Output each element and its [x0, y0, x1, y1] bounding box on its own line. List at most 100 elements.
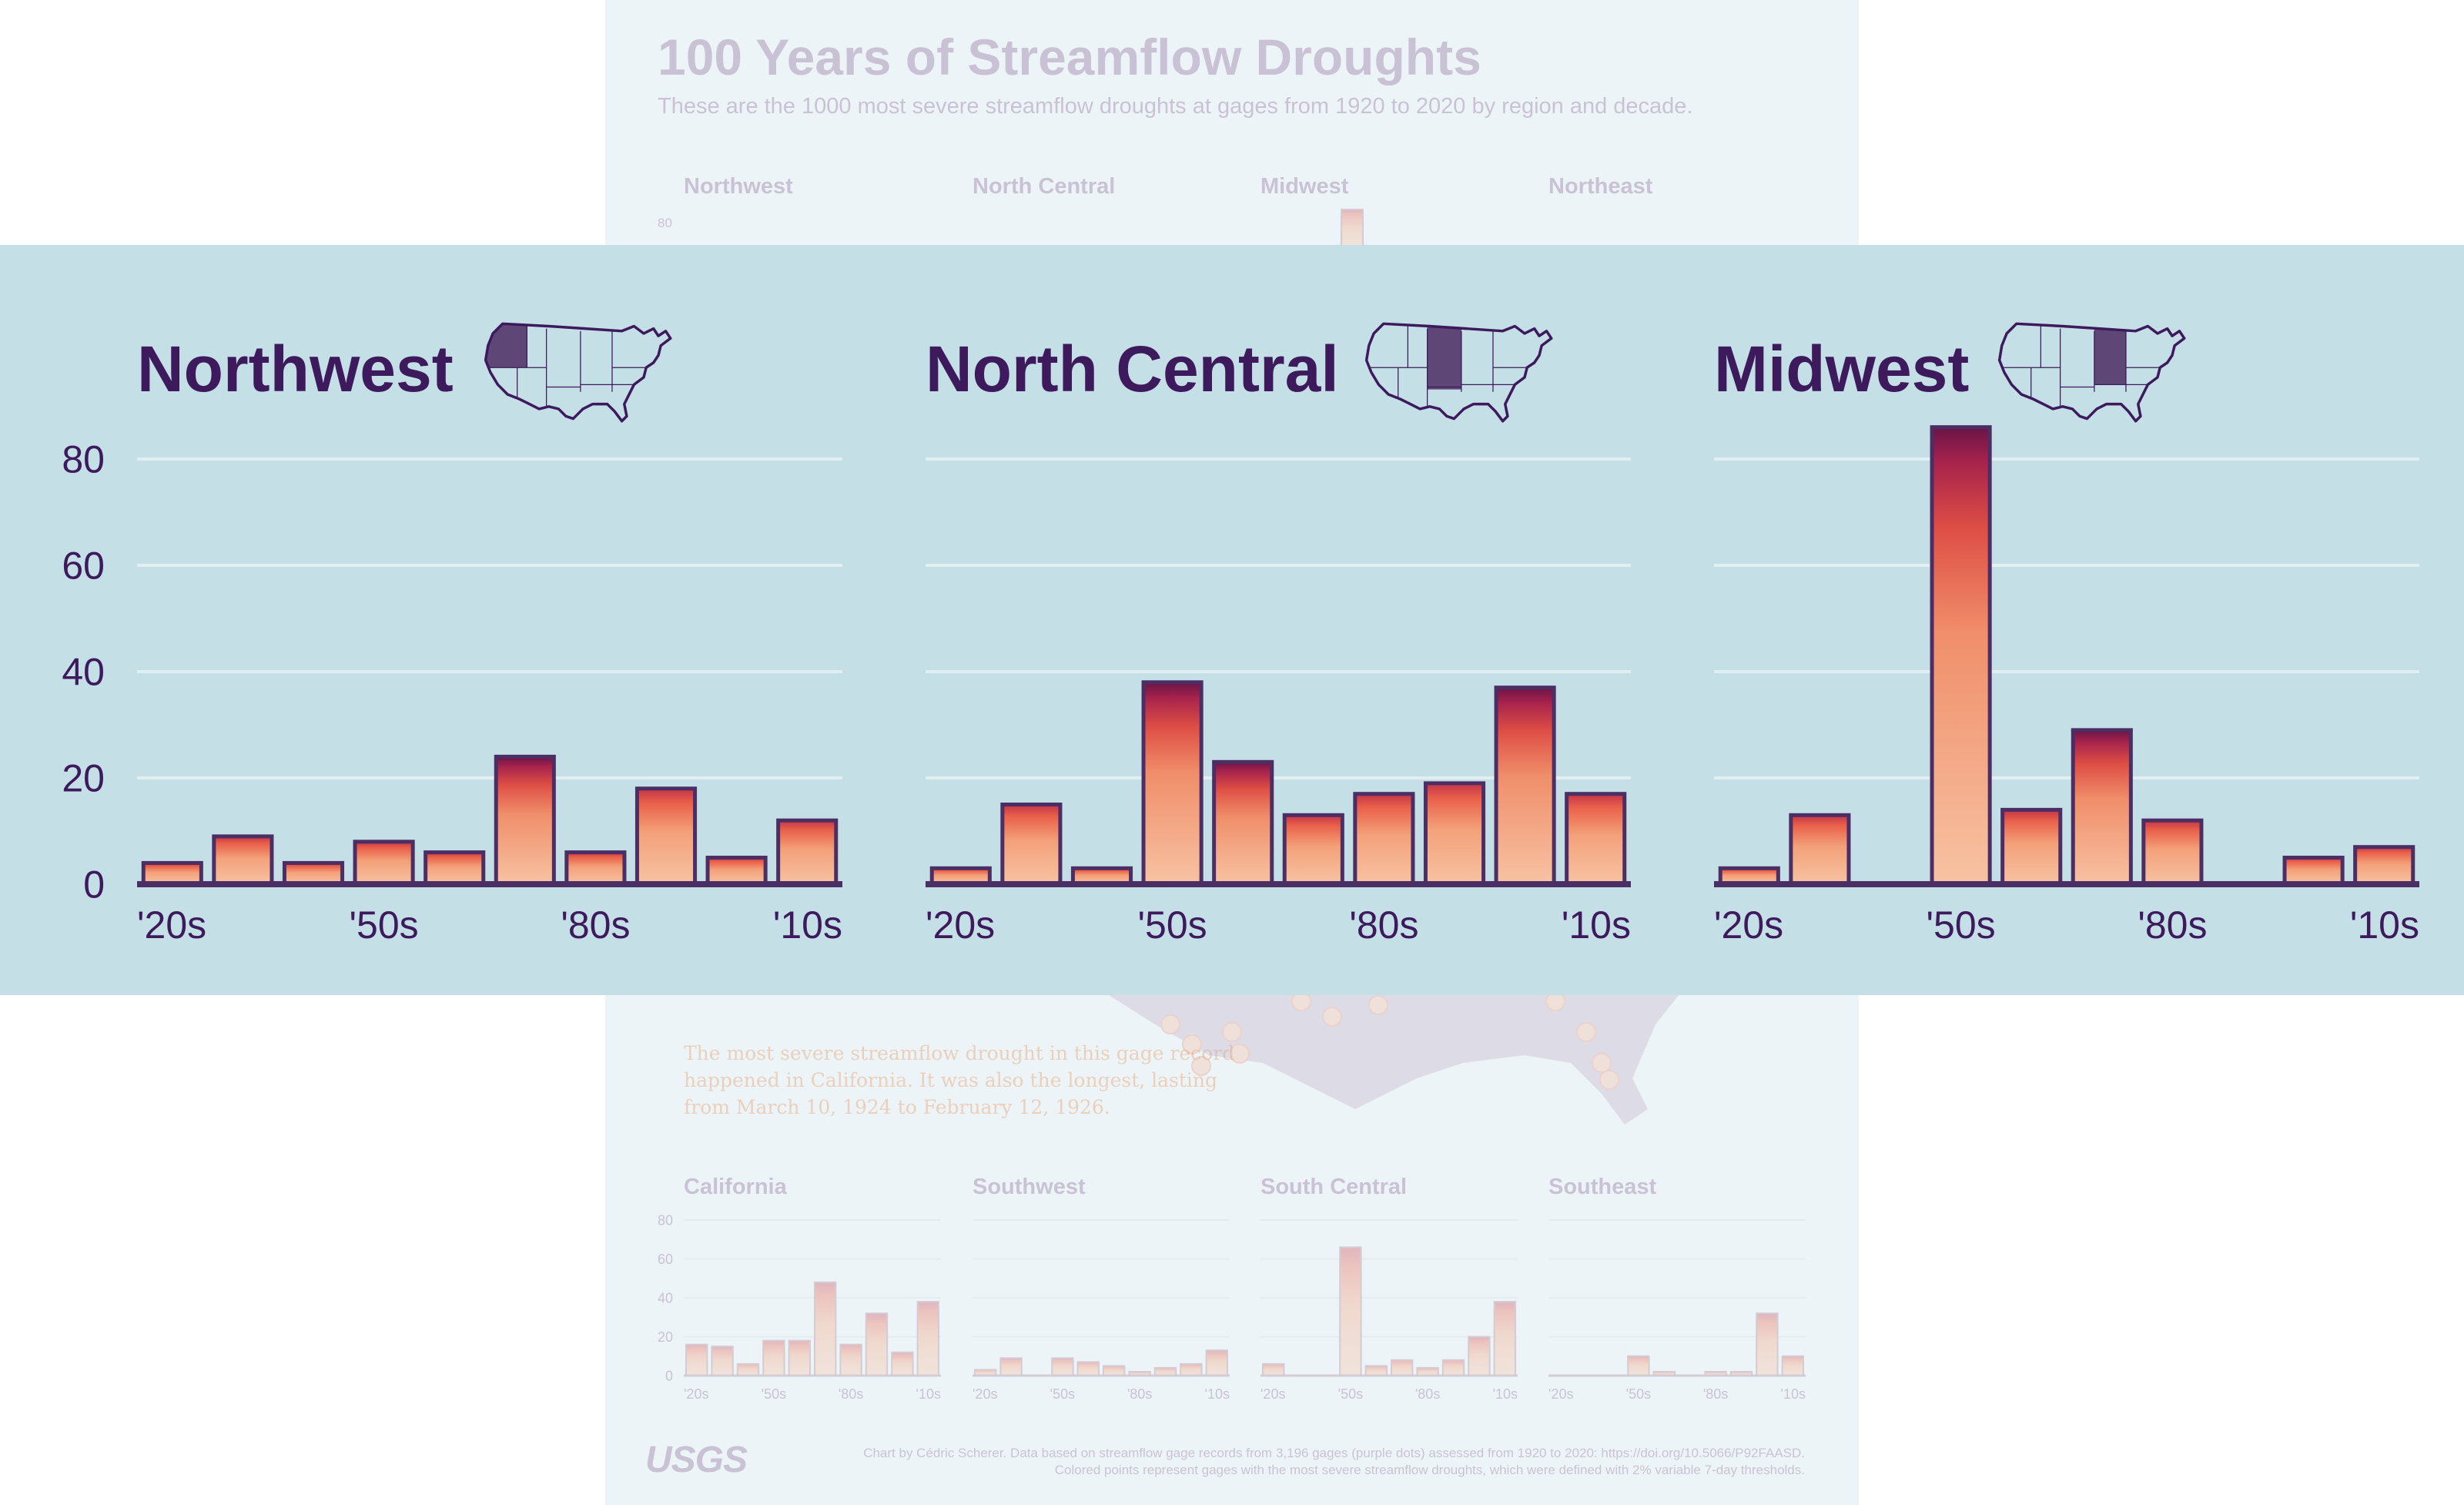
main-bar-'40s — [282, 860, 345, 887]
main-bar-'50s — [1930, 425, 1992, 887]
main-xtick-label: '80s — [1349, 903, 1418, 947]
region-map-northwest — [484, 322, 672, 423]
small-bar-'90s — [865, 1312, 889, 1376]
small-chart-3: 0 20 40 60 80 '20s '50s '80s '10s California — [658, 1175, 941, 1402]
small-midwest-top-bar — [1341, 209, 1364, 249]
small-bar-'30s — [999, 1357, 1023, 1377]
main-xtick-label: '10s — [773, 903, 842, 947]
small-xtick-label: '20s — [684, 1386, 708, 1402]
small-bar-'90s — [1729, 1370, 1753, 1376]
small-bar-'00s — [1756, 1312, 1779, 1376]
main-bar-'30s — [212, 834, 274, 887]
main-bar-'80s — [2141, 818, 2204, 887]
small-bar-'30s — [711, 1346, 734, 1376]
drought-gage-dot — [1576, 1022, 1596, 1042]
small-label-midwest: Midwest — [1260, 174, 1349, 199]
small-bar-'50s — [1051, 1357, 1074, 1377]
main-bar-'70s — [494, 754, 556, 887]
main-bar-'60s — [1212, 759, 1274, 887]
main-ytick-label: 80 — [62, 438, 105, 481]
small-bar-'10s — [1781, 1355, 1804, 1376]
main-bar-'70s — [2071, 728, 2133, 887]
poster-subtitle: These are the 1000 most severe streamflo… — [658, 94, 1693, 119]
small-bar-'50s — [762, 1339, 785, 1377]
main-bar-'10s — [2353, 845, 2415, 887]
small-chart-6: '20s '50s '80s '10s Southeast — [1548, 1175, 1806, 1402]
drought-gage-dot — [1368, 995, 1388, 1015]
drought-gage-dot — [1160, 1014, 1180, 1034]
drought-gage-dot — [1182, 1034, 1202, 1054]
small-xtick-label: '20s — [973, 1386, 997, 1402]
small-bar-'80s — [1128, 1370, 1151, 1376]
small-bar-'20s — [685, 1343, 708, 1376]
small-bar-'80s — [1416, 1366, 1439, 1377]
small-label-north-central: North Central — [973, 174, 1116, 199]
small-chart-title: Southeast — [1548, 1175, 1657, 1199]
drought-gage-dot — [1191, 1056, 1211, 1076]
small-ytick-label: 80 — [658, 1212, 673, 1228]
drought-gage-dot — [1230, 1044, 1250, 1064]
small-chart-title: South Central — [1260, 1175, 1407, 1199]
small-xtick-label: '50s — [762, 1386, 786, 1402]
drought-gage-dot — [1222, 1022, 1242, 1042]
small-bar-'50s — [1339, 1246, 1362, 1376]
small-bar-'10s — [1205, 1349, 1228, 1377]
small-bar-'00s — [891, 1351, 914, 1376]
small-ytick-80: 80 — [658, 216, 672, 230]
main-chart-title: Northwest — [137, 333, 454, 405]
main-ytick-label: 60 — [62, 545, 105, 588]
main-bar-'20s — [141, 860, 203, 887]
small-bar-'70s — [1103, 1365, 1126, 1376]
main-bar-'90s — [1423, 781, 1486, 887]
us-map-fragment — [1109, 995, 1679, 1125]
main-bar-'10s — [1565, 792, 1627, 887]
credit-line-1: Chart by Cédric Scherer. Data based on s… — [863, 1446, 1805, 1460]
poster-title: 100 Years of Streamflow Droughts — [658, 28, 1481, 85]
small-bar-'10s — [916, 1301, 939, 1377]
small-label-northeast: Northeast — [1548, 174, 1653, 199]
small-xtick-label: '10s — [916, 1386, 941, 1402]
main-bar-'80s — [564, 850, 627, 887]
usgs-logo: USGS — [645, 1440, 748, 1480]
small-bar-'60s — [1076, 1361, 1100, 1376]
small-xtick-label: '10s — [1205, 1386, 1230, 1402]
small-bar-'70s — [1391, 1359, 1414, 1377]
main-chart-0: 0 20 40 60 80 '20s '50s '80s '10s Northwest — [62, 333, 842, 947]
small-bar-'50s — [1627, 1355, 1650, 1376]
main-ytick-label: 20 — [62, 757, 105, 800]
main-xtick-label: '10s — [1562, 903, 1631, 947]
small-bar-'90s — [1153, 1366, 1177, 1377]
small-xtick-label: '10s — [1781, 1386, 1806, 1402]
main-bar-'70s — [1282, 813, 1344, 887]
main-ytick-label: 40 — [62, 651, 105, 694]
small-bar-'60s — [1364, 1365, 1388, 1376]
small-bar-'10s — [1493, 1301, 1516, 1377]
small-bar-'00s — [1180, 1363, 1203, 1376]
small-ytick-label: 20 — [658, 1329, 673, 1345]
small-bar-'40s — [736, 1363, 760, 1376]
main-bar-'00s — [2282, 856, 2345, 887]
drought-gage-dot — [1592, 1053, 1612, 1073]
main-xtick-label: '50s — [1138, 903, 1207, 947]
main-bar-'80s — [1353, 792, 1415, 887]
small-label-northwest: Northwest — [684, 174, 793, 199]
main-bar-'60s — [424, 850, 486, 887]
small-chart-title: California — [684, 1175, 788, 1199]
main-xtick-label: '80s — [2138, 903, 2207, 947]
small-ytick-label: 40 — [658, 1290, 673, 1306]
main-bar-'90s — [634, 786, 698, 887]
small-ytick-label: 60 — [658, 1252, 673, 1267]
small-bar-'20s — [974, 1369, 997, 1377]
footer-credit: Chart by Cédric Scherer. Data based on s… — [727, 1445, 1805, 1479]
small-xtick-label: '80s — [1415, 1386, 1440, 1402]
main-bar-'30s — [1000, 803, 1063, 887]
main-xtick-label: '20s — [137, 903, 206, 947]
small-xtick-label: '50s — [1050, 1386, 1075, 1402]
main-xtick-label: '10s — [2350, 903, 2419, 947]
main-chart-2: '20s '50s '80s '10s Midwest — [1714, 333, 2419, 947]
small-xtick-label: '80s — [1127, 1386, 1152, 1402]
main-bar-'50s — [1141, 680, 1204, 887]
small-xtick-label: '20s — [1548, 1386, 1573, 1402]
